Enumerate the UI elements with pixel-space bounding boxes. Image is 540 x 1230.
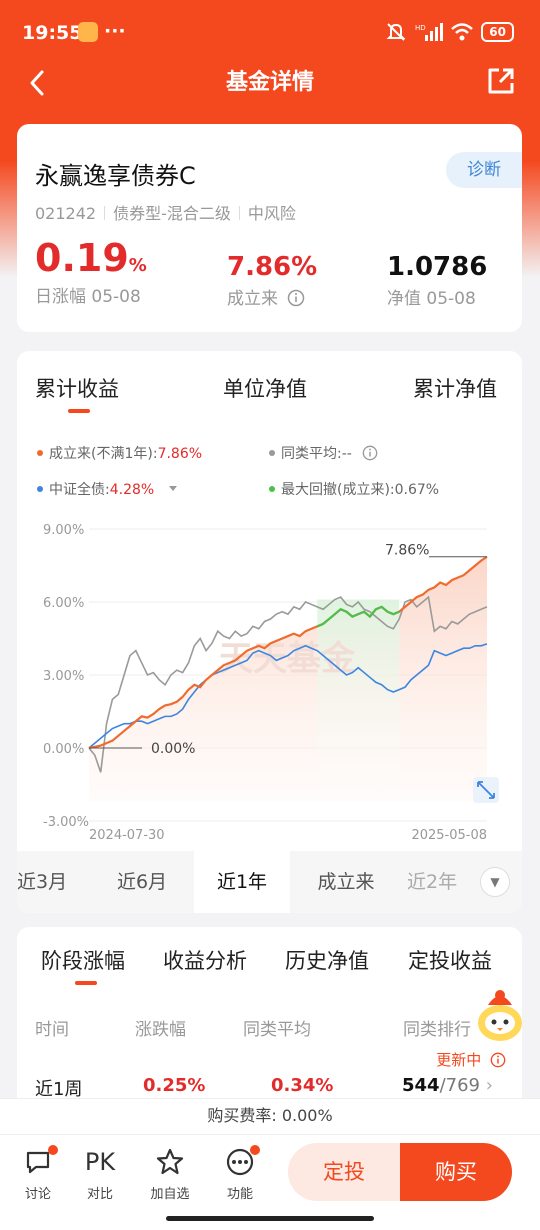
bottom-bar: 讨论 PK 对比 加自选 功能 定投 购买 xyxy=(0,1134,540,1230)
tab-indicator xyxy=(68,409,90,413)
chevron-down-icon[interactable]: ▼ xyxy=(480,867,510,897)
header-peer-rank: 同类排行 xyxy=(403,1020,471,1040)
mute-icon xyxy=(386,23,406,41)
legend-fund: 成立来(不满1年):7.86% xyxy=(37,443,202,463)
notification-dot xyxy=(250,1145,260,1155)
tab-return-analysis[interactable]: 收益分析 xyxy=(163,949,247,973)
peer-average-line xyxy=(88,595,488,773)
y-tick-label: 3.00% xyxy=(43,669,84,684)
tab-history-nav[interactable]: 历史净值 xyxy=(285,949,369,973)
daily-change-value: 0.19 xyxy=(35,236,129,280)
nav-label: 净值 05-08 xyxy=(387,289,476,309)
more-notifications-icon: ··· xyxy=(104,20,126,42)
since-inception-label: 成立来 xyxy=(227,289,278,309)
updating-status: 更新中 xyxy=(436,1049,506,1070)
pk-icon: PK xyxy=(84,1148,116,1176)
tab-cumulative-return[interactable]: 累计收益 xyxy=(35,377,119,401)
x-tick-label: 2025-05-08 xyxy=(411,828,487,843)
back-icon[interactable] xyxy=(24,68,54,98)
tab-unit-nav[interactable]: 单位净值 xyxy=(223,377,307,401)
daily-change-label: 日涨幅 05-08 xyxy=(35,287,141,307)
header-change: 涨跌幅 xyxy=(135,1020,186,1040)
page-title: 基金详情 xyxy=(225,70,314,95)
status-bar: 19:55 ··· HD 60 xyxy=(0,0,540,64)
battery-icon: 60 xyxy=(481,22,514,42)
diagnose-button[interactable]: 诊断 xyxy=(446,152,522,188)
performance-card: 阶段涨幅 收益分析 历史净值 定投收益 时间 涨跌幅 同类平均 同类排行 更新中… xyxy=(17,927,522,1127)
row-period: 近1周 xyxy=(35,1079,83,1100)
chart-tabs: 累计收益 单位净值 累计净值 xyxy=(17,373,522,413)
fund-name: 永赢逸享债券C xyxy=(35,162,196,190)
tab-indicator xyxy=(75,981,97,985)
max-drawdown-band xyxy=(317,599,400,801)
range-selector: 近3月 近6月 近1年 成立来 近2年 ▼ xyxy=(17,851,522,913)
more-icon xyxy=(226,1148,254,1176)
tab-sip-return[interactable]: 定投收益 xyxy=(408,949,492,973)
daily-change-unit: % xyxy=(128,255,147,276)
info-icon[interactable] xyxy=(362,445,378,461)
signal-icon: HD xyxy=(415,23,444,41)
buy-button[interactable]: 购买 xyxy=(400,1143,512,1201)
y-tick-label: 6.00% xyxy=(43,596,84,611)
x-tick-label: 2024-07-30 xyxy=(89,828,165,843)
since-inception-value: 7.86% xyxy=(227,252,318,282)
tab-period-return[interactable]: 阶段涨幅 xyxy=(41,949,125,973)
row-rank[interactable]: 544/769 › xyxy=(402,1075,493,1096)
range-since-inception[interactable]: 成立来 xyxy=(317,871,375,893)
nav-value: 1.0786 xyxy=(387,252,488,282)
since-inception-stat: 7.86% 成立来 xyxy=(227,252,317,309)
info-icon[interactable] xyxy=(287,289,305,307)
range-6m[interactable]: 近6月 xyxy=(116,871,168,893)
header-period: 时间 xyxy=(35,1020,69,1040)
legend-index[interactable]: 中证全债:4.28% xyxy=(37,479,179,499)
chat-icon xyxy=(26,1151,50,1174)
fund-risk: 中风险 xyxy=(247,204,296,223)
discussion-button[interactable]: 讨论 xyxy=(12,1145,64,1202)
mascot-icon[interactable] xyxy=(470,985,530,1045)
y-tick-label: 0.00% xyxy=(43,742,84,757)
expand-icon[interactable] xyxy=(473,777,499,803)
fund-info-card: 永赢逸享债券C 诊断 021242 债券型-混合二级 中风险 0.19% 日涨幅 0… xyxy=(17,124,522,332)
star-icon xyxy=(156,1148,184,1175)
wifi-icon xyxy=(451,23,474,41)
legend-peer-average: 同类平均:-- xyxy=(269,443,378,463)
legend-max-drawdown: 最大回撤(成立来):0.67% xyxy=(269,479,439,499)
status-time: 19:55 xyxy=(22,22,83,44)
info-icon[interactable] xyxy=(490,1052,506,1068)
fund-meta: 021242 债券型-混合二级 中风险 xyxy=(35,200,296,224)
tab-cumulative-nav[interactable]: 累计净值 xyxy=(413,377,497,401)
range-3m[interactable]: 近3月 xyxy=(17,871,68,893)
y-tick-label: 9.00% xyxy=(43,523,84,538)
sip-button[interactable]: 定投 xyxy=(288,1143,400,1201)
range-2y[interactable]: 近2年 xyxy=(407,871,458,893)
row-peer-average: 0.34% xyxy=(271,1075,334,1096)
max-drawdown-line xyxy=(316,605,400,628)
watermark: 天天基金 xyxy=(219,639,356,679)
end-value-label: 7.86% xyxy=(385,543,429,559)
chevron-right-icon: › xyxy=(485,1075,493,1096)
share-icon[interactable] xyxy=(486,66,516,96)
y-tick-label: -3.00% xyxy=(43,815,89,830)
fund-code: 021242 xyxy=(35,204,97,223)
home-indicator[interactable] xyxy=(166,1216,374,1221)
row-change: 0.25% xyxy=(143,1075,206,1096)
daily-change-stat: 0.19% 日涨幅 05-08 xyxy=(35,236,147,307)
app-notification-icon xyxy=(78,22,98,42)
functions-button[interactable]: 功能 xyxy=(214,1145,266,1202)
start-value-label: 0.00% xyxy=(151,741,195,757)
index-line xyxy=(88,643,488,749)
dropdown-icon[interactable] xyxy=(167,484,179,494)
purchase-fee: 购买费率: 0.00% xyxy=(0,1098,540,1134)
range-1y[interactable]: 近1年 xyxy=(194,851,290,913)
fund-type: 债券型-混合二级 xyxy=(113,204,231,223)
header-peer-average: 同类平均 xyxy=(243,1020,311,1040)
chart-card: 累计收益 单位净值 累计净值 成立来(不满1年):7.86% 同类平均:-- 中… xyxy=(17,351,522,913)
compare-button[interactable]: PK 对比 xyxy=(74,1145,126,1202)
notification-dot xyxy=(48,1145,58,1155)
svg-text:HD: HD xyxy=(415,24,426,32)
add-watchlist-button[interactable]: 加自选 xyxy=(144,1145,196,1202)
return-chart[interactable]: 9.00% 6.00% 3.00% 0.00% -3.00% 天天基金 0.00% 7.86%… xyxy=(17,511,522,851)
nav-stat: 1.0786 净值 05-08 xyxy=(387,252,487,309)
fund-line xyxy=(88,555,488,750)
